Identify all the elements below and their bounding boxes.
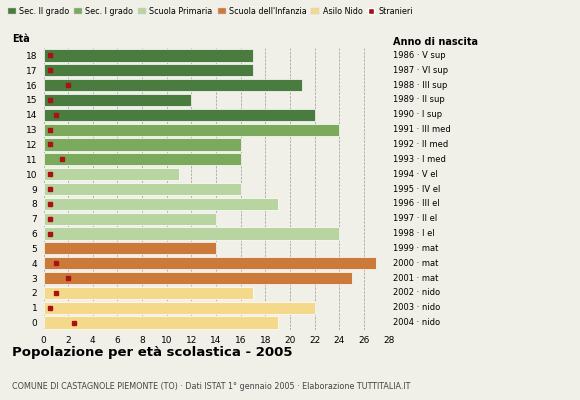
Text: 1986 · V sup: 1986 · V sup [393, 51, 446, 60]
Bar [44, 153, 241, 166]
Bar [44, 287, 253, 299]
Text: 1993 · I med: 1993 · I med [393, 155, 447, 164]
Bar [44, 49, 253, 62]
Bar [44, 228, 339, 240]
Bar [44, 94, 191, 106]
Text: COMUNE DI CASTAGNOLE PIEMONTE (TO) · Dati ISTAT 1° gennaio 2005 · Elaborazione T: COMUNE DI CASTAGNOLE PIEMONTE (TO) · Dat… [12, 382, 410, 391]
Text: Popolazione per età scolastica - 2005: Popolazione per età scolastica - 2005 [12, 346, 292, 359]
Bar [44, 64, 253, 76]
Bar [44, 302, 314, 314]
Text: 1995 · IV el: 1995 · IV el [393, 184, 441, 194]
Bar [44, 316, 278, 329]
Text: 1989 · II sup: 1989 · II sup [393, 96, 445, 104]
Text: 1999 · mat: 1999 · mat [393, 244, 439, 253]
Bar [44, 138, 241, 150]
Bar [44, 168, 179, 180]
Bar [44, 272, 351, 284]
Text: 1990 · I sup: 1990 · I sup [393, 110, 443, 119]
Bar [44, 212, 216, 225]
Text: 2001 · mat: 2001 · mat [393, 274, 439, 282]
Legend: Sec. II grado, Sec. I grado, Scuola Primaria, Scuola dell'Infanzia, Asilo Nido, : Sec. II grado, Sec. I grado, Scuola Prim… [7, 6, 414, 17]
Text: 1987 · VI sup: 1987 · VI sup [393, 66, 448, 75]
Text: 1998 · I el: 1998 · I el [393, 229, 435, 238]
Bar [44, 242, 216, 254]
Bar [44, 124, 339, 136]
Text: 1988 · III sup: 1988 · III sup [393, 81, 448, 90]
Bar [44, 198, 278, 210]
Text: 2004 · nido: 2004 · nido [393, 318, 441, 327]
Text: 1991 · III med: 1991 · III med [393, 125, 451, 134]
Bar [44, 79, 302, 91]
Text: 1996 · III el: 1996 · III el [393, 199, 440, 208]
Text: 2000 · mat: 2000 · mat [393, 259, 439, 268]
Text: 1992 · II med: 1992 · II med [393, 140, 449, 149]
Bar [44, 183, 241, 195]
Bar [44, 109, 314, 121]
Text: 1994 · V el: 1994 · V el [393, 170, 438, 179]
Text: Età: Età [12, 34, 30, 44]
Text: Anno di nascita: Anno di nascita [393, 37, 478, 47]
Text: 2002 · nido: 2002 · nido [393, 288, 441, 297]
Text: 1997 · II el: 1997 · II el [393, 214, 438, 223]
Text: 2003 · nido: 2003 · nido [393, 303, 441, 312]
Bar [44, 257, 376, 269]
